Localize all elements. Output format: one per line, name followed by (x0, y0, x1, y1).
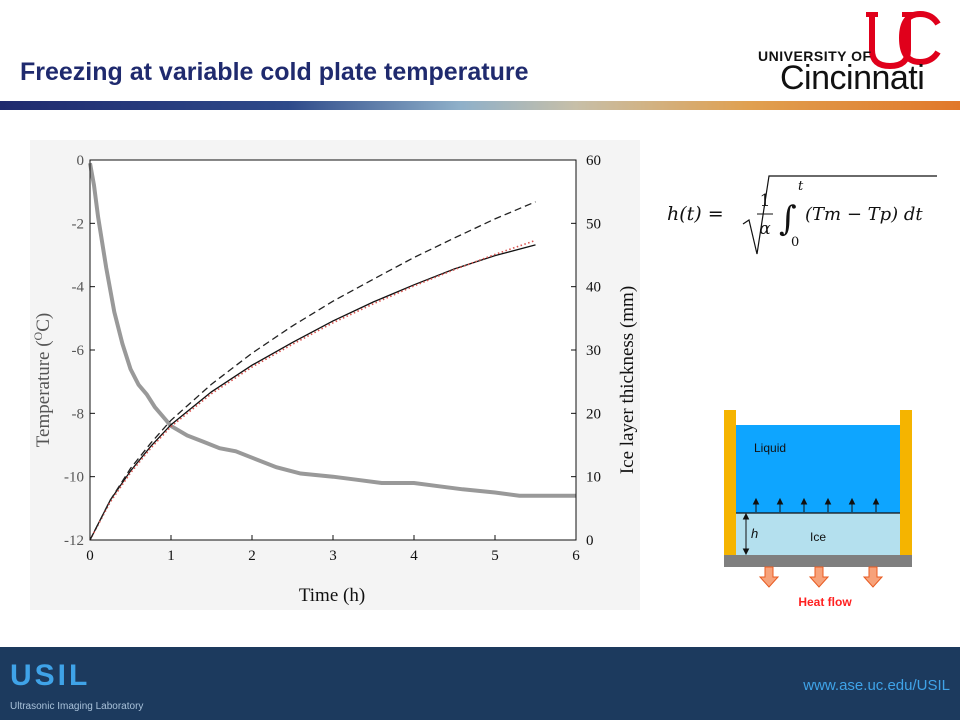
slide-title: Freezing at variable cold plate temperat… (20, 58, 529, 86)
usil-logo: USIL (10, 659, 91, 692)
growth-arrows (752, 497, 880, 512)
x-tick-label: 6 (572, 548, 580, 564)
plot-area-background (90, 160, 576, 540)
x-tick-label: 2 (248, 548, 256, 564)
h-dimension-arrow (742, 512, 750, 556)
y-left-tick-label: -6 (72, 343, 85, 359)
y-left-tick-label: -12 (64, 533, 84, 549)
x-tick-label: 4 (410, 548, 418, 564)
y-right-tick-label: 40 (586, 280, 601, 296)
usil-lab-name: Ultrasonic Imaging Laboratory (10, 701, 144, 712)
lab-url-link[interactable]: www.ase.uc.edu/USIL (803, 677, 950, 694)
formula-integrand: (Tm − Tp) dt (805, 204, 923, 225)
sqrt-sign (742, 175, 937, 255)
y-left-label-tail: C) (33, 313, 54, 332)
logo-line2: Cincinnati (780, 59, 925, 97)
ice-label: Ice (810, 530, 826, 544)
left-wall (724, 410, 736, 555)
x-tick-label: 3 (329, 548, 337, 564)
y-right-tick-label: 20 (586, 406, 601, 422)
y-left-tick-label: -8 (72, 406, 85, 422)
x-tick-label: 5 (491, 548, 499, 564)
y-right-tick-label: 30 (586, 343, 601, 359)
freezing-diagram: Liquid Ice h Heat flow (724, 410, 912, 609)
integral-sign: ∫ (779, 199, 797, 239)
formula-lhs: h(t) = (667, 203, 724, 225)
liquid-region (736, 425, 900, 513)
liquid-label: Liquid (754, 441, 786, 455)
y-left-tick-label: -10 (64, 470, 84, 486)
university-logo: UNIVERSITY OF Cincinnati (752, 10, 947, 97)
y-right-axis-label: Ice layer thickness (mm) (617, 286, 638, 474)
formula-denominator: α (759, 219, 771, 239)
formula-upper-limit: t (798, 179, 804, 194)
footer-bar: USIL Ultrasonic Imaging Laboratory www.a… (0, 647, 960, 720)
y-right-tick-label: 50 (586, 216, 601, 232)
x-axis-label: Time (h) (299, 585, 365, 606)
heat-flow-arrows (758, 566, 884, 588)
series-line-3 (89, 201, 536, 541)
y-left-tick-label: -2 (72, 216, 85, 232)
series-line-0 (88, 162, 576, 498)
y-right-tick-label: 0 (586, 533, 594, 549)
heat-flow-label: Heat flow (798, 595, 852, 609)
x-tick-label: 1 (167, 548, 175, 564)
ice-region (736, 513, 900, 555)
logo-line1: UNIVERSITY OF (758, 48, 872, 64)
y-left-axis-label: Temperature (OC) (31, 313, 54, 447)
y-right-tick-label: 10 (586, 470, 601, 486)
formula-numerator: 1 (760, 191, 771, 211)
header-gradient-bar (0, 101, 960, 110)
uc-monogram-icon (866, 10, 941, 70)
y-right-tick-label: 60 (586, 153, 601, 169)
right-wall (900, 410, 912, 555)
formula-lower-limit: 0 (791, 235, 799, 250)
series-line-1 (89, 244, 536, 541)
thickness-formula: h(t) = 1 α ∫ t 0 (Tm − Tp) dt (667, 175, 937, 255)
y-left-tick-label: -4 (72, 280, 85, 296)
y-left-tick-label: 0 (77, 153, 85, 169)
h-label: h (751, 526, 758, 541)
y-left-label-text: Temperature ( (33, 340, 54, 447)
x-tick-label: 0 (86, 548, 94, 564)
cold-plate (724, 555, 912, 567)
y-left-label-sup: O (31, 331, 45, 340)
